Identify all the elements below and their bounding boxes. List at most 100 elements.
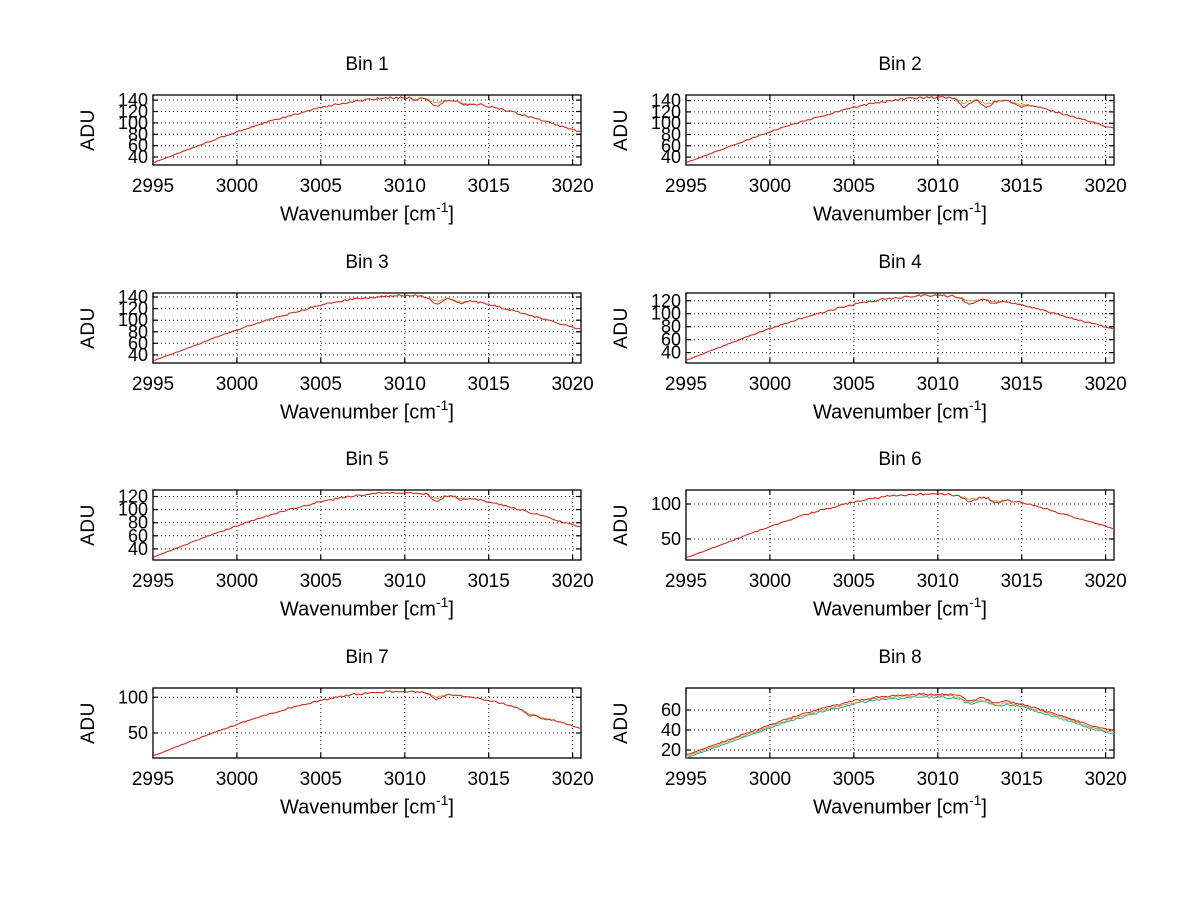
svg-text:40: 40 xyxy=(661,343,681,363)
svg-text:60: 60 xyxy=(128,333,148,353)
svg-text:120: 120 xyxy=(651,102,681,122)
svg-text:3015: 3015 xyxy=(468,769,510,790)
svg-text:3000: 3000 xyxy=(749,374,791,395)
svg-text:3010: 3010 xyxy=(384,571,426,592)
plot-title: Bin 3 xyxy=(345,252,389,273)
svg-text:40: 40 xyxy=(128,345,148,365)
svg-text:120: 120 xyxy=(651,291,681,311)
svg-text:80: 80 xyxy=(128,513,148,533)
svg-text:2995: 2995 xyxy=(132,374,174,395)
svg-text:120: 120 xyxy=(118,102,148,122)
svg-text:3015: 3015 xyxy=(1001,374,1043,395)
x-axis-label: Wavenumber [cm-1] xyxy=(813,397,987,424)
subplot-bin-5: Bin 5 ADU 40 60 80 100 120 2995 3000 3005 3010 30… xyxy=(60,445,620,642)
svg-text:100: 100 xyxy=(118,113,148,133)
x-axis-label: Wavenumber [cm-1] xyxy=(280,594,454,621)
subplot-bin-4: Bin 4 ADU 40 60 80 100 120 2995 3000 3005 3010 30… xyxy=(593,248,1153,445)
svg-text:3020: 3020 xyxy=(1084,571,1126,592)
svg-text:140: 140 xyxy=(651,91,681,111)
plot-title: Bin 8 xyxy=(878,647,922,668)
svg-text:3015: 3015 xyxy=(468,571,510,592)
svg-text:80: 80 xyxy=(661,125,681,145)
subplot-bin-2: Bin 2 ADU 40 60 80 100 120 140 2995 3000 3005 301… xyxy=(593,50,1153,247)
x-axis-label: Wavenumber [cm-1] xyxy=(813,594,987,621)
superscript: -1 xyxy=(968,594,982,610)
plot-title: Bin 7 xyxy=(345,647,389,668)
subplot-bin-6: Bin 6 ADU 50 100 2995 3000 3005 3010 3015 3020 … xyxy=(593,445,1153,642)
svg-text:60: 60 xyxy=(128,526,148,546)
svg-text:80: 80 xyxy=(661,317,681,337)
svg-text:3010: 3010 xyxy=(384,176,426,197)
subplot-bin-8: Bin 8 ADU 20 40 60 2995 3000 3005 3010 3015 3020… xyxy=(593,643,1153,840)
svg-text:3010: 3010 xyxy=(917,176,959,197)
svg-text:3020: 3020 xyxy=(551,374,593,395)
svg-text:40: 40 xyxy=(661,147,681,167)
svg-text:3015: 3015 xyxy=(468,374,510,395)
svg-text:3020: 3020 xyxy=(551,769,593,790)
subplot-bin-7: Bin 7 ADU 50 100 2995 3000 3005 3010 3015 3020 … xyxy=(60,643,620,840)
svg-text:3000: 3000 xyxy=(216,769,258,790)
svg-text:2995: 2995 xyxy=(665,374,707,395)
svg-text:2995: 2995 xyxy=(132,176,174,197)
svg-text:3015: 3015 xyxy=(1001,571,1043,592)
plot-title: Bin 2 xyxy=(878,54,922,75)
svg-text:3010: 3010 xyxy=(917,769,959,790)
svg-text:120: 120 xyxy=(118,487,148,507)
svg-text:60: 60 xyxy=(661,700,681,720)
svg-text:3005: 3005 xyxy=(300,374,342,395)
svg-text:40: 40 xyxy=(128,539,148,559)
x-axis-label: Wavenumber [cm-1] xyxy=(280,199,454,226)
svg-text:100: 100 xyxy=(118,687,148,707)
plot-title: Bin 5 xyxy=(345,449,389,470)
svg-text:3010: 3010 xyxy=(384,374,426,395)
x-axis-label: Wavenumber [cm-1] xyxy=(813,199,987,226)
x-axis-label: Wavenumber [cm-1] xyxy=(813,792,987,819)
plot-canvas-bin-7: 50 100 2995 3000 3005 3010 3015 3020 xyxy=(118,687,594,790)
svg-text:3005: 3005 xyxy=(300,769,342,790)
svg-text:20: 20 xyxy=(661,740,681,760)
svg-text:3010: 3010 xyxy=(917,571,959,592)
superscript: -1 xyxy=(435,199,449,215)
superscript: -1 xyxy=(435,792,449,808)
svg-text:3000: 3000 xyxy=(216,374,258,395)
svg-text:100: 100 xyxy=(118,500,148,520)
svg-text:2995: 2995 xyxy=(665,176,707,197)
svg-text:3020: 3020 xyxy=(551,176,593,197)
plot-title: Bin 1 xyxy=(345,54,389,75)
svg-text:100: 100 xyxy=(118,310,148,330)
svg-text:40: 40 xyxy=(661,720,681,740)
svg-text:3000: 3000 xyxy=(216,176,258,197)
svg-text:60: 60 xyxy=(128,136,148,156)
svg-text:60: 60 xyxy=(661,330,681,350)
svg-text:140: 140 xyxy=(118,90,148,110)
x-axis-label: Wavenumber [cm-1] xyxy=(280,792,454,819)
subplot-bin-1: Bin 1 ADU 40 60 80 100 120 140 2995 3000 3005 301… xyxy=(60,50,620,247)
svg-text:3005: 3005 xyxy=(300,571,342,592)
svg-text:2995: 2995 xyxy=(132,769,174,790)
svg-text:3005: 3005 xyxy=(833,769,875,790)
plot-canvas-bin-6: 50 100 2995 3000 3005 3010 3015 3020 xyxy=(651,489,1127,592)
superscript: -1 xyxy=(968,397,982,413)
svg-text:3000: 3000 xyxy=(749,571,791,592)
svg-text:3000: 3000 xyxy=(749,769,791,790)
svg-text:100: 100 xyxy=(651,494,681,514)
svg-text:80: 80 xyxy=(128,322,148,342)
svg-text:3005: 3005 xyxy=(833,571,875,592)
svg-text:3015: 3015 xyxy=(1001,176,1043,197)
svg-text:2995: 2995 xyxy=(665,769,707,790)
svg-text:3010: 3010 xyxy=(917,374,959,395)
superscript: -1 xyxy=(435,594,449,610)
svg-text:3005: 3005 xyxy=(833,374,875,395)
svg-text:40: 40 xyxy=(128,147,148,167)
svg-text:3020: 3020 xyxy=(1084,769,1126,790)
svg-text:3020: 3020 xyxy=(1084,176,1126,197)
svg-text:100: 100 xyxy=(651,113,681,133)
svg-text:100: 100 xyxy=(651,304,681,324)
subplot-bin-3: Bin 3 ADU 40 60 80 100 120 140 2995 3000 3005 301… xyxy=(60,248,620,445)
x-axis-label: Wavenumber [cm-1] xyxy=(280,397,454,424)
